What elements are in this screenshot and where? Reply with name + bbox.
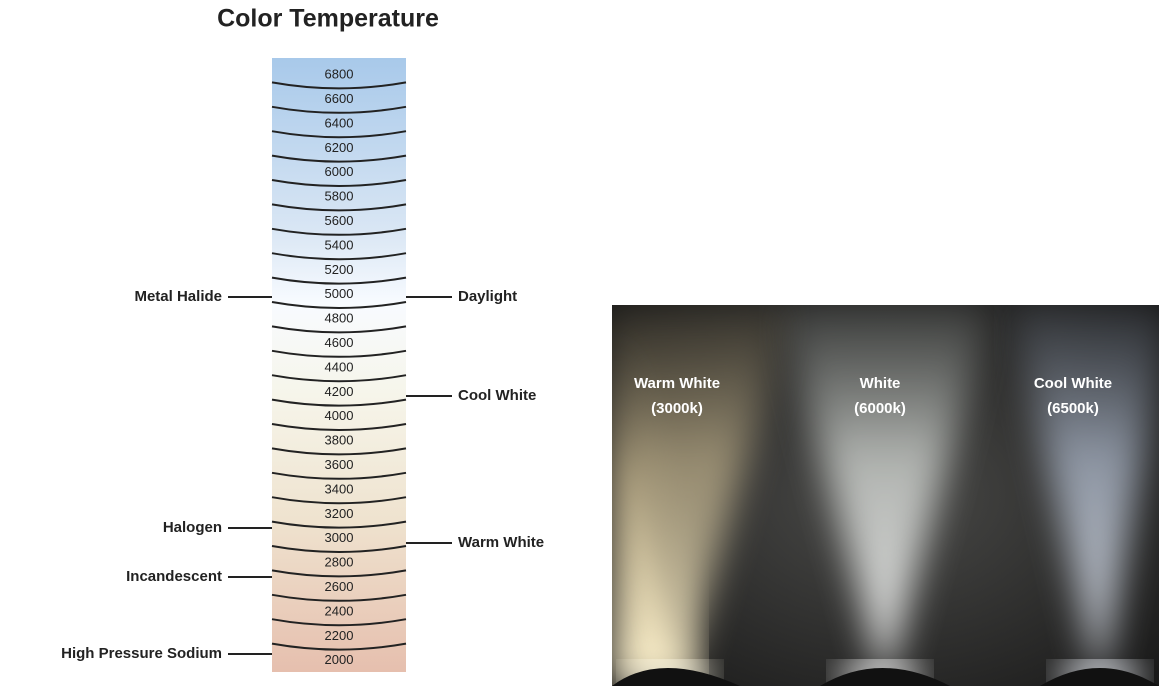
- right-annotation: Warm White: [458, 534, 544, 551]
- left-annotation: High Pressure Sodium: [61, 645, 222, 662]
- scale-label: 4400: [325, 359, 354, 374]
- scale-label: 6200: [325, 140, 354, 155]
- scale-label: 5200: [325, 262, 354, 277]
- scale-label: 3800: [325, 433, 354, 448]
- photo: [600, 305, 1159, 686]
- scale-label: 3200: [325, 506, 354, 521]
- scale-label: 2000: [325, 652, 354, 667]
- photo-label-temp: (6500k): [1047, 400, 1099, 417]
- scale-label: 5000: [325, 286, 354, 301]
- scale-label: 4800: [325, 311, 354, 326]
- scale-label: 6600: [325, 91, 354, 106]
- scale-label: 6800: [325, 67, 354, 82]
- photo-label-temp: (3000k): [651, 400, 703, 417]
- title: Color Temperature: [217, 5, 439, 33]
- scale-label: 6000: [325, 164, 354, 179]
- scale-label: 3400: [325, 481, 354, 496]
- scale-label: 4200: [325, 384, 354, 399]
- left-annotation: Incandescent: [126, 568, 222, 585]
- scale-label: 4000: [325, 408, 354, 423]
- scale-label: 6400: [325, 115, 354, 130]
- photo-label-temp: (6000k): [854, 400, 906, 417]
- left-annotation: Metal Halide: [134, 288, 222, 305]
- right-annotation: Cool White: [458, 387, 536, 404]
- left-annotation: Halogen: [163, 519, 222, 536]
- scale-label: 2600: [325, 579, 354, 594]
- right-annotation: Daylight: [458, 288, 517, 305]
- scale-label: 3000: [325, 530, 354, 545]
- scale-label: 5800: [325, 189, 354, 204]
- scale-label: 5400: [325, 237, 354, 252]
- infographic: Color Temperature 6800 6600 6400 6200 6000 58…: [0, 0, 1159, 686]
- photo-label-name: Cool White: [1034, 375, 1112, 392]
- photo-label-name: White: [860, 375, 901, 392]
- scale-label: 4600: [325, 335, 354, 350]
- photo-label-name: Warm White: [634, 375, 720, 392]
- scale-label: 3600: [325, 457, 354, 472]
- scale-label: 2400: [325, 603, 354, 618]
- scale-label: 2800: [325, 555, 354, 570]
- scale-label: 2200: [325, 628, 354, 643]
- scale-label: 5600: [325, 213, 354, 228]
